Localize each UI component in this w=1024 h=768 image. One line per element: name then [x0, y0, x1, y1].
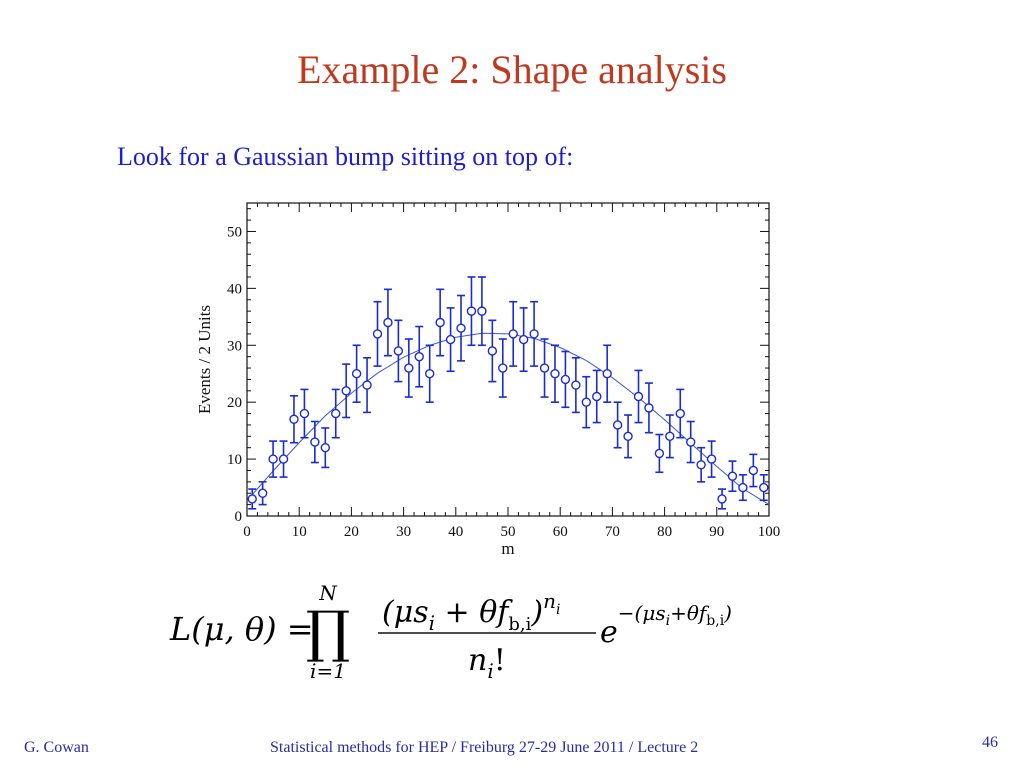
data-point — [654, 448, 665, 459]
page-number: 46 — [982, 734, 998, 751]
data-point — [529, 329, 539, 339]
likelihood-formula: L(μ, θ) = N ∏ i=1 (μsi + θfb,i)ni ni! e−… — [169, 581, 732, 683]
data-point — [633, 391, 644, 402]
y-tick-label: 10 — [227, 452, 242, 468]
y-tick-label: 30 — [227, 338, 242, 354]
data-point — [424, 369, 435, 379]
data-point — [456, 323, 466, 333]
y-axis-title: Events / 2 Units — [195, 305, 214, 414]
data-point — [748, 465, 759, 476]
plot-area: 0 10 20 30 40 50 60 70 80 90 100 0 10 20 30 40 50 — [227, 202, 781, 540]
slide-subtitle: Look for a Gaussian bump sitting on top … — [117, 142, 574, 171]
data-point — [268, 454, 278, 464]
y-tick-label: 0 — [235, 509, 243, 525]
data-point — [362, 380, 372, 390]
data-point — [414, 351, 424, 362]
data-point — [247, 494, 257, 504]
data-point — [592, 391, 602, 402]
data-point — [477, 306, 487, 316]
data-point — [508, 329, 518, 339]
y-tick-label: 50 — [227, 224, 242, 240]
data-point — [550, 369, 560, 379]
data-point — [278, 454, 289, 464]
data-point — [717, 494, 727, 504]
formula-lhs: L(μ, θ) = — [169, 610, 314, 648]
data-point — [644, 403, 654, 413]
data-point — [581, 397, 591, 407]
data-point — [602, 369, 612, 379]
data-point — [623, 431, 633, 442]
x-tick-label: 20 — [344, 524, 359, 540]
data-point — [686, 437, 696, 447]
fraction-numerator: (μsi + θfb,i)ni — [382, 589, 561, 635]
data-point — [738, 482, 748, 493]
data-point — [759, 482, 769, 493]
plot-frame — [246, 202, 770, 517]
data-point — [341, 386, 351, 396]
x-tick-label: 0 — [243, 524, 251, 540]
data-point — [466, 306, 477, 316]
data-point — [612, 420, 623, 430]
data-point — [351, 369, 362, 379]
product-upper-limit: N — [318, 581, 338, 605]
exponential: e−(μsi+θfb,i) — [600, 601, 732, 650]
data-point — [289, 414, 299, 424]
data-point — [560, 374, 571, 385]
x-tick-label: 30 — [396, 524, 411, 540]
data-point — [257, 488, 268, 498]
events-vs-m-chart: 0 10 20 30 40 50 60 70 80 90 100 0 10 20 30 40 50 m Even… — [195, 202, 781, 558]
data-point — [518, 334, 529, 345]
data-point — [320, 443, 331, 453]
product-symbol: ∏ — [306, 600, 351, 665]
x-tick-label: 50 — [501, 524, 516, 540]
data-point — [727, 471, 738, 481]
data-point — [393, 346, 404, 356]
data-point — [435, 317, 445, 328]
footer-course-info: Statistical methods for HEP / Freiburg 2… — [270, 739, 699, 756]
x-tick-label: 80 — [657, 524, 672, 540]
slide-title: Example 2: Shape analysis — [297, 47, 727, 92]
data-point — [404, 363, 414, 373]
data-point — [539, 363, 550, 373]
x-tick-label: 100 — [758, 524, 781, 540]
data-point — [498, 363, 508, 373]
data-point — [487, 346, 498, 356]
data-point — [696, 460, 706, 470]
x-tick-label: 90 — [709, 524, 724, 540]
data-point — [383, 317, 393, 328]
data-point — [299, 408, 310, 419]
x-tick-label: 10 — [292, 524, 307, 540]
data-point — [675, 408, 685, 419]
x-tick-label: 40 — [448, 524, 463, 540]
data-point — [706, 454, 717, 464]
data-point — [445, 334, 456, 345]
y-tick-label: 20 — [227, 395, 242, 411]
y-tick-label: 40 — [227, 281, 242, 297]
product-lower-limit: i=1 — [310, 659, 346, 683]
data-point — [665, 431, 675, 442]
x-tick-label: 60 — [553, 524, 568, 540]
data-point — [310, 437, 320, 447]
data-point — [331, 408, 341, 419]
footer-author: G. Cowan — [24, 739, 89, 756]
fitted-curve — [246, 332, 770, 506]
fraction-denominator: ni! — [468, 643, 506, 683]
x-axis-title: m — [501, 539, 514, 558]
x-tick-label: 70 — [605, 524, 620, 540]
data-point — [571, 380, 581, 390]
data-point — [372, 329, 383, 339]
